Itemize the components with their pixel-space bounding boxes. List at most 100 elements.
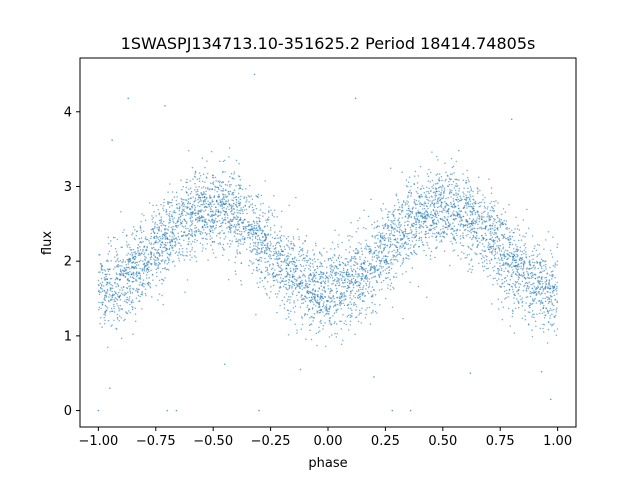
data-point xyxy=(126,312,129,315)
data-point xyxy=(237,192,240,195)
data-point xyxy=(101,268,104,271)
data-point xyxy=(194,173,196,175)
data-point xyxy=(189,187,192,189)
data-point xyxy=(245,229,247,232)
data-point xyxy=(333,304,336,307)
data-point xyxy=(185,191,188,194)
data-point xyxy=(389,278,391,281)
data-point xyxy=(549,323,552,325)
data-point xyxy=(230,204,232,206)
data-point xyxy=(313,303,315,306)
data-point xyxy=(388,246,391,249)
data-point xyxy=(229,239,231,242)
data-point xyxy=(140,237,143,239)
data-point xyxy=(159,271,162,273)
data-point xyxy=(412,206,414,209)
data-point xyxy=(521,300,524,303)
data-point xyxy=(156,226,158,229)
data-point xyxy=(410,232,412,234)
data-point xyxy=(443,187,446,189)
data-point xyxy=(363,280,365,282)
data-point xyxy=(256,227,258,229)
data-point xyxy=(98,306,101,309)
data-point xyxy=(430,195,433,197)
data-point xyxy=(434,198,437,200)
data-point xyxy=(111,310,113,313)
data-point xyxy=(390,225,393,228)
data-point xyxy=(301,317,304,319)
data-point xyxy=(473,205,475,207)
data-point xyxy=(435,231,438,234)
data-point xyxy=(158,293,161,295)
data-point xyxy=(174,252,177,254)
data-point xyxy=(523,252,525,255)
data-point xyxy=(218,188,220,191)
data-point xyxy=(454,205,457,208)
data-point xyxy=(137,249,139,252)
data-point xyxy=(337,308,339,310)
data-point xyxy=(373,227,376,229)
data-point xyxy=(233,196,235,199)
data-point xyxy=(139,246,141,248)
data-point xyxy=(335,267,338,269)
data-point xyxy=(440,239,443,242)
data-point xyxy=(529,290,531,293)
data-point xyxy=(165,259,167,262)
data-point xyxy=(427,202,429,205)
data-point xyxy=(453,225,456,227)
data-point xyxy=(421,214,423,217)
data-point xyxy=(402,258,405,260)
data-point xyxy=(450,203,452,205)
data-point xyxy=(359,286,361,288)
data-point xyxy=(455,194,457,196)
data-point xyxy=(381,232,384,234)
data-point xyxy=(516,298,518,300)
data-point xyxy=(197,196,200,198)
data-point xyxy=(528,261,530,263)
data-point xyxy=(552,264,555,267)
data-point xyxy=(128,280,130,282)
data-point xyxy=(485,238,487,241)
data-point xyxy=(157,236,159,238)
data-point xyxy=(240,221,243,224)
data-point xyxy=(113,298,115,301)
data-point xyxy=(460,258,462,260)
data-point xyxy=(252,212,255,214)
data-point xyxy=(312,276,314,279)
data-point xyxy=(354,316,357,319)
data-point xyxy=(539,327,541,330)
data-point xyxy=(434,232,436,235)
data-point xyxy=(195,229,197,232)
data-point xyxy=(98,308,100,311)
data-point xyxy=(98,289,100,292)
data-point xyxy=(194,206,197,208)
data-point xyxy=(150,237,152,240)
data-point xyxy=(501,259,504,262)
data-point xyxy=(116,318,119,320)
data-point xyxy=(331,334,333,336)
data-point xyxy=(438,190,440,193)
data-point xyxy=(490,200,493,203)
data-point xyxy=(287,288,289,291)
data-point xyxy=(441,240,443,243)
data-point xyxy=(299,285,301,288)
data-point xyxy=(279,282,282,284)
data-point xyxy=(491,232,493,234)
data-point xyxy=(113,307,115,310)
data-point xyxy=(165,247,168,250)
data-point xyxy=(132,232,134,234)
data-point xyxy=(236,251,238,253)
data-point xyxy=(433,205,435,207)
data-point xyxy=(333,272,336,275)
data-point xyxy=(493,265,496,267)
data-point xyxy=(546,273,548,275)
data-point xyxy=(387,237,389,239)
data-point xyxy=(415,191,418,193)
data-point xyxy=(445,197,447,200)
data-point xyxy=(387,225,389,228)
data-point xyxy=(193,212,195,215)
data-point xyxy=(256,238,259,241)
data-point xyxy=(279,270,282,273)
data-point xyxy=(332,256,334,259)
data-point xyxy=(221,229,223,232)
